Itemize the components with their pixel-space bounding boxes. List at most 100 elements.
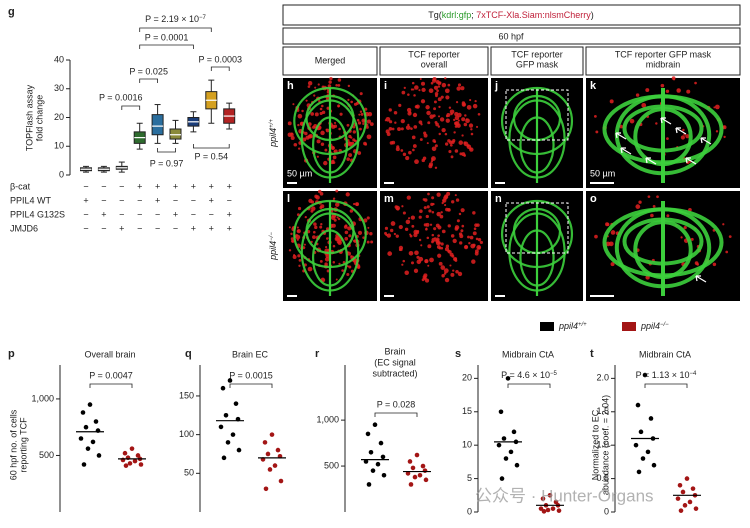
y-tick-label: 0.5 (596, 473, 609, 483)
red-signal (460, 208, 465, 213)
red-signal (323, 160, 328, 166)
red-signal (348, 153, 353, 158)
y-axis-label: reporting TCF (18, 417, 28, 473)
red-signal (314, 225, 318, 230)
red-signal (449, 264, 452, 267)
red-signal (327, 248, 331, 252)
red-signal (290, 135, 295, 140)
arrow (675, 127, 687, 135)
dot (122, 450, 128, 456)
red-signal (335, 83, 338, 87)
y-tick-label: 1.5 (596, 406, 609, 416)
legend-label-sup: +/+ (578, 322, 587, 328)
red-signal (458, 140, 464, 145)
dot (223, 412, 229, 418)
significance-bracket (139, 27, 212, 32)
red-signal (441, 128, 446, 133)
column-header: GFP mask (516, 59, 559, 69)
red-signal (454, 112, 459, 117)
scale-label: 50 µm (287, 168, 312, 178)
panel-letter: m (384, 193, 394, 205)
dot (645, 449, 651, 455)
red-signal (427, 192, 430, 196)
panel-letter: j (494, 80, 498, 92)
red-signal (470, 132, 474, 136)
red-signal (334, 237, 339, 242)
red-signal (408, 250, 414, 256)
panel-letter: q (185, 348, 192, 360)
red-signal (439, 81, 442, 84)
red-signal (388, 127, 393, 131)
red-signal (328, 236, 332, 240)
dot (90, 439, 96, 445)
red-signal (426, 110, 431, 116)
red-signal (347, 251, 352, 256)
dot (545, 507, 551, 513)
y-axis-label: TOPFlash assay (24, 84, 34, 151)
vessel (614, 207, 712, 289)
red-signal (413, 233, 418, 238)
p-value: P = 0.0047 (89, 370, 133, 380)
red-signal (298, 259, 302, 262)
red-signal (397, 127, 401, 131)
red-signal (445, 95, 450, 100)
red-signal (466, 104, 472, 110)
y-tick-label: 0 (467, 506, 472, 516)
red-signal (327, 240, 332, 245)
red-signal (347, 98, 350, 101)
red-signal (430, 81, 434, 85)
box (151, 114, 164, 136)
dot (87, 402, 93, 407)
red-signal (334, 121, 337, 124)
red-signal (400, 149, 404, 152)
red-signal (437, 234, 440, 238)
red-signal (411, 135, 416, 140)
red-signal (418, 256, 424, 262)
red-signal (438, 132, 441, 136)
red-signal (458, 212, 462, 216)
watermark: 公众号 · Hunter-Organs (475, 486, 654, 505)
red-signal (411, 224, 415, 228)
red-signal (652, 204, 656, 208)
microscopy-image (380, 77, 488, 188)
red-signal (365, 125, 369, 129)
dot (123, 463, 129, 468)
dot (405, 471, 411, 476)
red-signal (402, 259, 406, 263)
red-signal (317, 83, 320, 86)
red-signal (447, 208, 451, 211)
column-header: Merged (315, 55, 346, 65)
red-signal (595, 130, 599, 134)
red-signal (680, 236, 683, 239)
red-signal (452, 139, 456, 143)
red-signal (369, 232, 373, 236)
red-signal (410, 215, 415, 220)
red-signal (696, 263, 699, 266)
red-signal (386, 132, 391, 137)
y-tick-label: 0 (59, 169, 64, 179)
red-signal (454, 225, 460, 230)
red-signal (338, 127, 341, 131)
dot (262, 440, 268, 445)
red-signal (427, 264, 430, 267)
red-signal (450, 234, 455, 238)
red-signal (437, 97, 442, 102)
dot (272, 463, 278, 468)
red-signal (444, 142, 449, 146)
legend-label-main: ppil4 (640, 321, 660, 331)
condition-sign: + (227, 209, 232, 219)
red-signal (416, 255, 420, 259)
red-signal (451, 200, 455, 204)
red-signal (366, 119, 371, 124)
red-signal (321, 110, 326, 115)
red-signal (474, 251, 479, 256)
condition-sign: + (191, 223, 196, 233)
significance-bracket (644, 383, 688, 388)
dot (423, 477, 429, 483)
red-signal (319, 225, 323, 229)
vessel (311, 229, 349, 287)
red-signal (327, 157, 331, 161)
red-signal (339, 112, 343, 116)
arrow (695, 275, 707, 283)
p-value: P = 4.6 × 10−5 (501, 370, 557, 380)
